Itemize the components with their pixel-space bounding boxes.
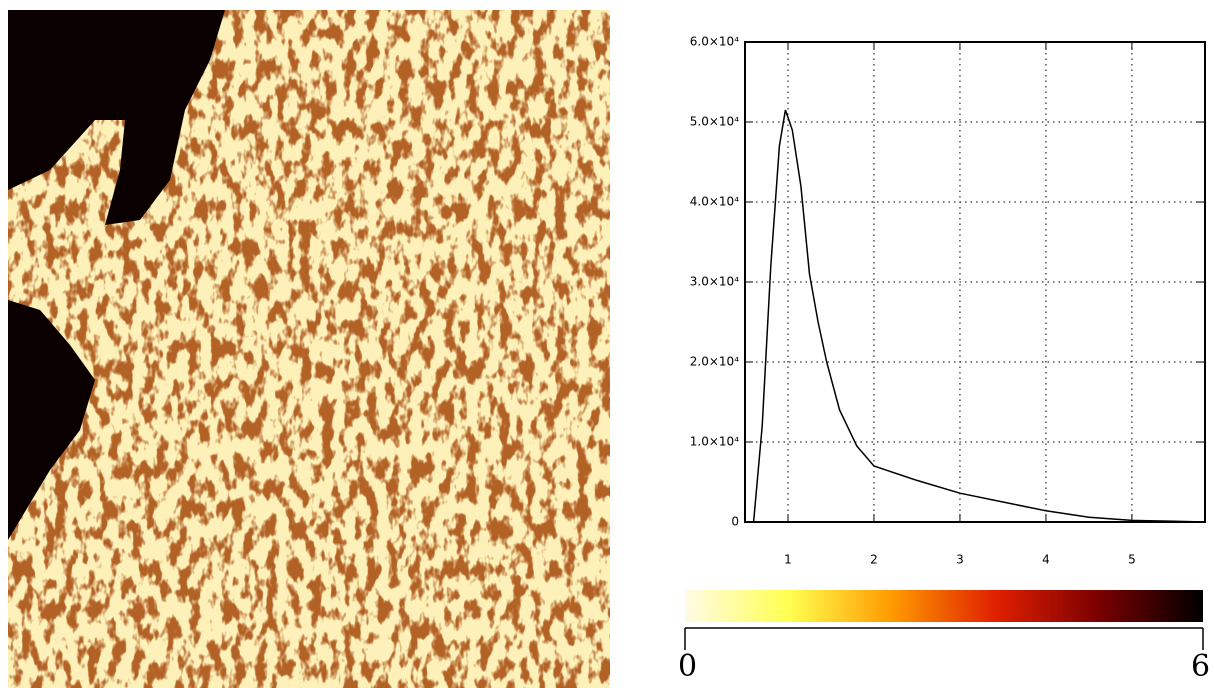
y-tick-label: 1.0×10⁴ xyxy=(690,435,739,449)
x-tick-label: 1 xyxy=(784,553,792,567)
y-tick-label: 2.0×10⁴ xyxy=(690,355,739,369)
data-line xyxy=(752,109,1206,523)
y-tick-label: 5.0×10⁴ xyxy=(690,115,739,129)
colorbar-tick-label: 0 xyxy=(678,649,697,684)
y-tick-label: 3.0×10⁴ xyxy=(690,275,739,289)
colorbar-ramp xyxy=(685,590,1203,622)
plot-frame xyxy=(744,41,1206,523)
colorbar-tick-label: 6 xyxy=(1191,649,1210,684)
y-tick-label: 0 xyxy=(731,515,739,529)
y-tick-label: 4.0×10⁴ xyxy=(690,195,739,209)
terrain-image xyxy=(8,10,610,688)
y-tick-label: 6.0×10⁴ xyxy=(690,35,739,49)
histogram-plot: 0 1.0×10⁴ 2.0×10⁴ 3.0×10⁴ 4.0×10⁴ 5.0×10⁴ 6.0×… xyxy=(690,35,1206,567)
plot-area xyxy=(745,42,1205,522)
x-tick-label: 4 xyxy=(1042,553,1050,567)
x-tick-label: 3 xyxy=(956,553,964,567)
x-tick-label: 5 xyxy=(1128,553,1136,567)
x-tick-label: 2 xyxy=(870,553,878,567)
